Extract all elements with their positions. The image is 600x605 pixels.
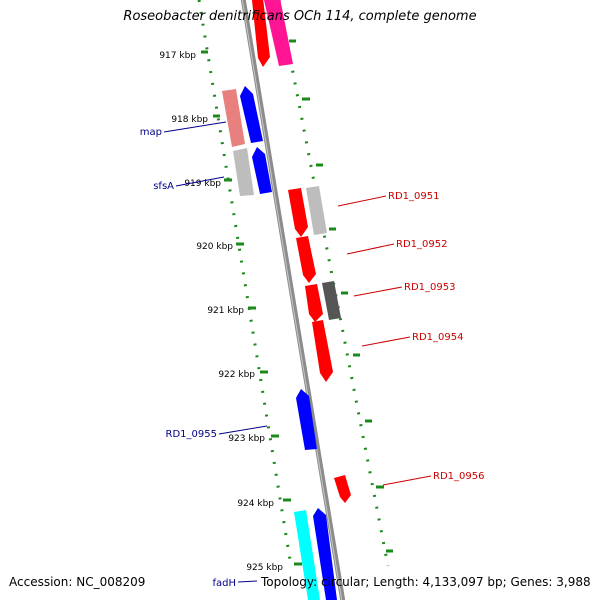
tick-label: 924 kbp (237, 499, 274, 509)
tick-labels: 917 kbp 918 kbp 919 kbp 920 kbp 921 kbp … (159, 51, 283, 573)
inner-tick-ring (197, 0, 293, 567)
gene-feature[interactable] (222, 89, 245, 147)
gene-features (222, 0, 351, 600)
genome-summary-text: Topology: circular; Length: 4,133,097 bp… (261, 575, 591, 589)
label-connector (361, 336, 411, 347)
genome-backbone (240, 0, 346, 603)
label-connector (218, 425, 268, 435)
gene-feature[interactable] (296, 389, 317, 450)
gene-feature[interactable] (288, 188, 308, 237)
gene-label-rd1-0951[interactable]: RD1_0951 (388, 191, 439, 202)
tick-marks (201, 39, 393, 566)
gene-label-sfsA[interactable]: sfsA (153, 181, 174, 192)
gene-feature[interactable] (252, 147, 272, 194)
reverse-gene-labels: map sfsA RD1_0955 fadH (140, 121, 268, 589)
gene-feature[interactable] (240, 86, 263, 143)
tick-label: 921 kbp (207, 306, 244, 316)
gene-label-map[interactable]: map (140, 127, 162, 138)
gene-feature[interactable] (305, 284, 323, 322)
tick-label: 919 kbp (184, 179, 221, 189)
gene-label-rd1-0955[interactable]: RD1_0955 (166, 429, 217, 440)
gene-label-rd1-0953[interactable]: RD1_0953 (404, 282, 455, 293)
gene-feature[interactable] (233, 148, 254, 196)
tick-label: 918 kbp (171, 115, 208, 125)
label-connector (163, 121, 227, 133)
label-connector (237, 580, 258, 583)
gene-label-rd1-0952[interactable]: RD1_0952 (396, 239, 447, 250)
forward-gene-labels: RD1_0951 RD1_0952 RD1_0953 RD1_0954 RD1_… (337, 191, 484, 486)
gene-label-fadH[interactable]: fadH (212, 578, 236, 589)
genome-backbone-highlight (241, 0, 343, 603)
gene-feature[interactable] (322, 281, 341, 320)
tick-label: 922 kbp (218, 370, 255, 380)
tick-label: 923 kbp (228, 434, 265, 444)
gene-feature[interactable] (313, 508, 337, 600)
tick-label: 925 kbp (246, 563, 283, 573)
tick-label: 917 kbp (159, 51, 196, 61)
label-connector (346, 243, 395, 255)
accession-text: Accession: NC_008209 (9, 575, 146, 589)
label-connector (353, 286, 403, 297)
gene-feature[interactable] (264, 0, 293, 66)
label-connector (382, 475, 432, 486)
gene-label-rd1-0956[interactable]: RD1_0956 (433, 471, 484, 482)
gene-feature[interactable] (312, 320, 333, 382)
genome-title: Roseobacter denitrificans OCh 114, compl… (123, 9, 477, 24)
gene-feature[interactable] (334, 475, 351, 503)
gene-feature[interactable] (306, 186, 327, 235)
gene-feature[interactable] (294, 510, 320, 600)
gene-feature[interactable] (296, 236, 316, 283)
label-connector (175, 176, 225, 187)
label-connector (337, 195, 387, 207)
gene-label-rd1-0954[interactable]: RD1_0954 (412, 332, 463, 343)
tick-label: 920 kbp (196, 242, 233, 252)
gene-feature[interactable] (252, 0, 270, 67)
